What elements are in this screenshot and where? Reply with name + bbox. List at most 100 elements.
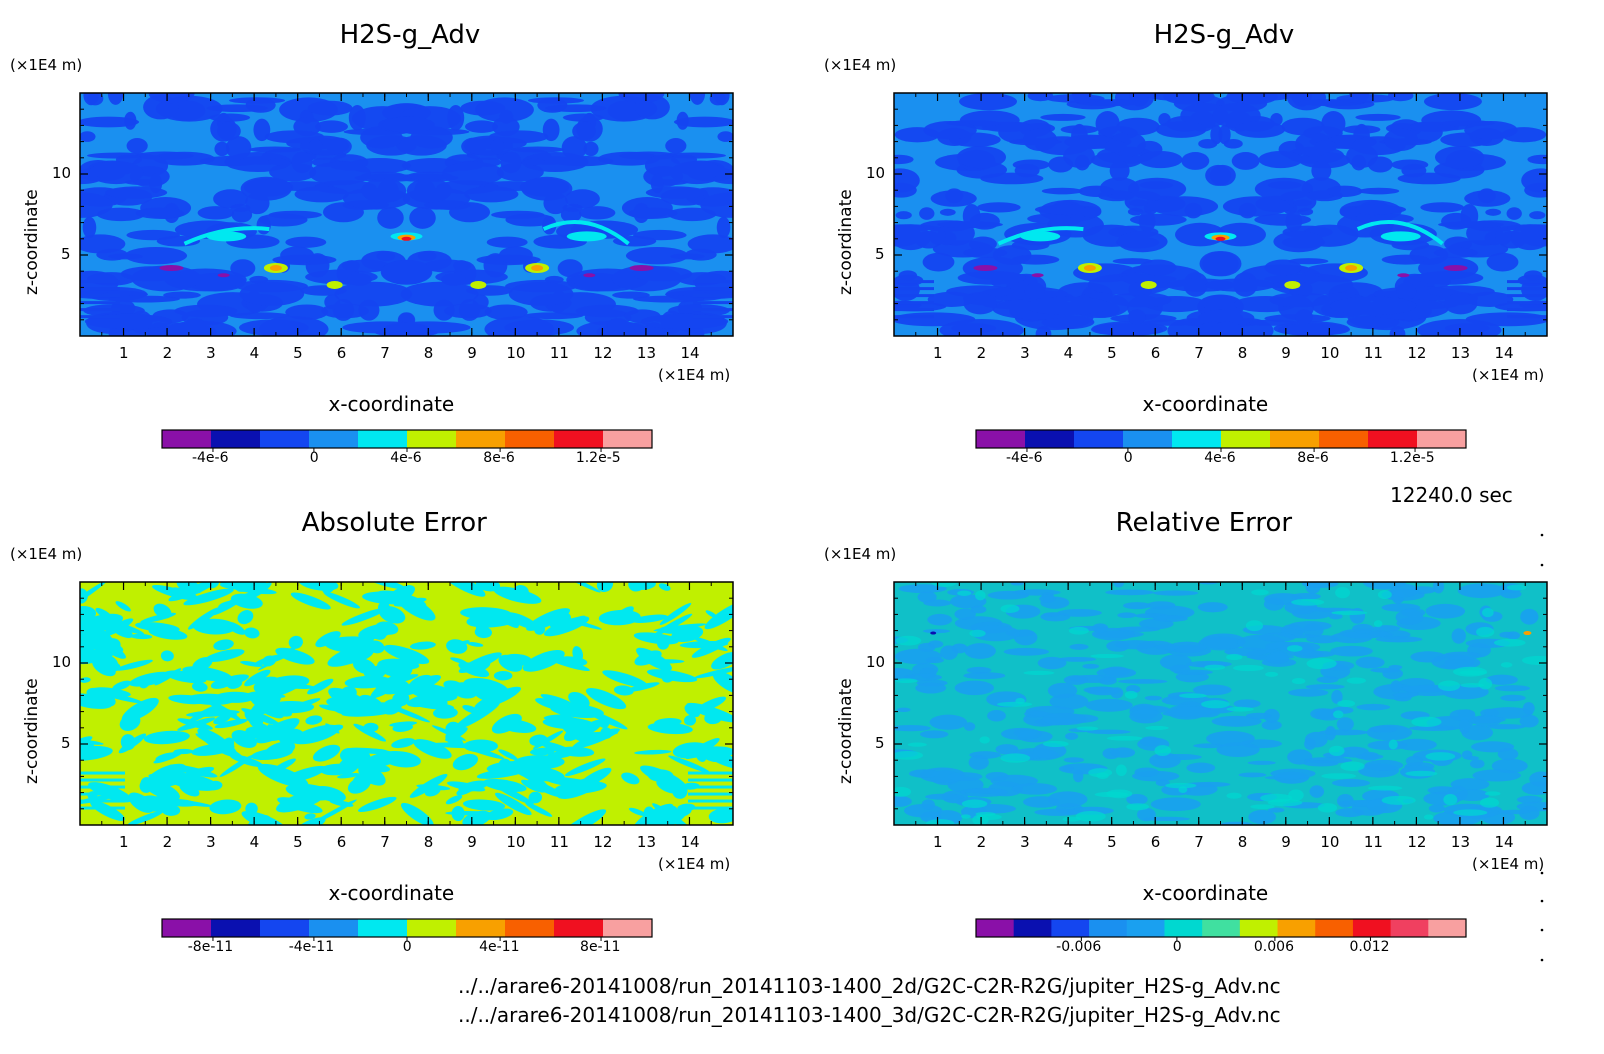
x-tick-label: 8 — [423, 344, 434, 362]
colorbar-tick-label: -4e-6 — [1005, 450, 1043, 466]
colorbar-tick-label: -8e-11 — [187, 939, 234, 955]
colorbar — [161, 918, 653, 941]
chart-title: Relative Error — [1115, 508, 1293, 538]
x-tick-label: 4 — [1063, 833, 1074, 851]
y-axis-label: z-coordinate — [836, 677, 856, 784]
x-tick-label: 14 — [680, 344, 700, 362]
colorbar-tick-label: -4e-11 — [288, 939, 335, 955]
x-tick-label: 5 — [293, 344, 303, 362]
colorbar-swatch — [505, 430, 555, 448]
margin-dot — [1540, 871, 1544, 875]
y-tick-label: 10 — [866, 164, 886, 182]
x-axis-label: x-coordinate — [1142, 881, 1269, 905]
x-tick-label: 10 — [1320, 344, 1340, 362]
x-tick-label: 7 — [380, 344, 390, 362]
colorbar-swatch — [1368, 430, 1418, 448]
colorbar-swatch — [309, 919, 359, 937]
margin-dot — [1540, 533, 1544, 537]
colorbar-swatch — [1089, 919, 1128, 937]
colorbar-swatch — [162, 430, 212, 448]
x-tick-label: 4 — [249, 344, 260, 362]
colorbar-swatch — [358, 430, 408, 448]
colorbar-swatch — [1390, 919, 1429, 937]
x-tick-label: 5 — [1107, 833, 1117, 851]
colorbar-swatch — [1126, 919, 1165, 937]
colorbar-swatch — [1074, 430, 1124, 448]
colorbar-tick-label: 0 — [309, 450, 319, 466]
x-tick-label: 13 — [1450, 833, 1471, 851]
colorbar-tick-label: -0.006 — [1056, 939, 1102, 955]
x-tick-label: 12 — [593, 833, 613, 851]
margin-dot — [1540, 899, 1544, 903]
x-tick-label: 1 — [933, 344, 943, 362]
colorbar-tick-label: 4e-11 — [479, 939, 520, 955]
time-label: 12240.0 sec — [1390, 483, 1513, 507]
heatmap-panel-2 — [893, 92, 1548, 452]
margin-dot — [1540, 563, 1544, 567]
colorbar-tick-label: 0 — [1172, 939, 1182, 955]
x-tick-label: 1 — [119, 833, 129, 851]
colorbar-swatch — [1239, 919, 1279, 937]
x-tick-label: 3 — [1020, 833, 1030, 851]
colorbar-swatch — [1428, 919, 1467, 937]
x-axis-label: x-coordinate — [328, 392, 455, 416]
colorbar-tick-label: 8e-6 — [483, 450, 515, 466]
x-tick-label: 13 — [636, 833, 657, 851]
x-tick-label: 14 — [1494, 344, 1514, 362]
x-axis-label: x-coordinate — [1142, 392, 1269, 416]
colorbar — [975, 429, 1467, 452]
colorbar — [975, 918, 1467, 941]
y-unit-label: (×1E4 m) — [10, 545, 83, 563]
colorbar-swatch — [505, 919, 555, 937]
colorbar-swatch — [1013, 919, 1052, 937]
x-tick-label: 8 — [1237, 833, 1248, 851]
x-tick-label: 3 — [1020, 344, 1030, 362]
colorbar-tick-label: 0.012 — [1349, 939, 1390, 955]
chart-title: H2S-g_Adv — [339, 20, 481, 50]
colorbar-swatch — [1123, 430, 1173, 448]
x-tick-label: 4 — [1063, 344, 1074, 362]
colorbar-tick-label: 0 — [1123, 450, 1133, 466]
colorbar-swatch — [1172, 430, 1222, 448]
colorbar-swatch — [976, 430, 1026, 448]
y-axis-label: z-coordinate — [22, 677, 42, 784]
colorbar-swatch — [407, 430, 457, 448]
colorbar-swatch — [407, 919, 457, 937]
y-tick-label: 5 — [875, 734, 885, 752]
x-unit-label: (×1E4 m) — [658, 366, 731, 384]
y-unit-label: (×1E4 m) — [824, 56, 897, 74]
y-axis-label: z-coordinate — [22, 188, 42, 295]
colorbar-swatch — [260, 430, 310, 448]
x-tick-label: 3 — [206, 833, 216, 851]
heatmap-field — [894, 93, 1547, 336]
colorbar-swatch — [976, 919, 1015, 937]
x-tick-label: 13 — [1450, 344, 1471, 362]
x-tick-label: 12 — [1407, 833, 1427, 851]
x-tick-label: 9 — [1281, 833, 1291, 851]
x-tick-label: 5 — [1107, 344, 1117, 362]
chart-title: H2S-g_Adv — [1153, 20, 1295, 50]
x-tick-label: 8 — [423, 833, 434, 851]
heatmap-panel-4 — [893, 581, 1548, 941]
colorbar-swatch — [260, 919, 310, 937]
heatmap-field — [80, 93, 733, 336]
colorbar-swatch — [1277, 919, 1316, 937]
colorbar-swatch — [1164, 919, 1203, 937]
y-tick-label: 10 — [52, 164, 72, 182]
x-tick-label: 9 — [1281, 344, 1291, 362]
colorbar-swatch — [554, 919, 604, 937]
x-unit-label: (×1E4 m) — [1472, 366, 1545, 384]
file-path-3d: ../../arare6-20141008/run_20141103-1400_… — [458, 1003, 1281, 1027]
colorbar-swatch — [309, 430, 359, 448]
colorbar-swatch — [358, 919, 408, 937]
colorbar-swatch — [1319, 430, 1369, 448]
x-tick-label: 2 — [162, 833, 173, 851]
colorbar-tick-label: 0 — [402, 939, 412, 955]
x-tick-label: 1 — [119, 344, 129, 362]
colorbar-tick-label: 4e-6 — [1204, 450, 1236, 466]
colorbar-tick-label: 1.2e-5 — [575, 450, 621, 466]
y-tick-label: 5 — [61, 734, 71, 752]
x-tick-label: 11 — [549, 344, 569, 362]
chart-title: Absolute Error — [301, 508, 487, 538]
